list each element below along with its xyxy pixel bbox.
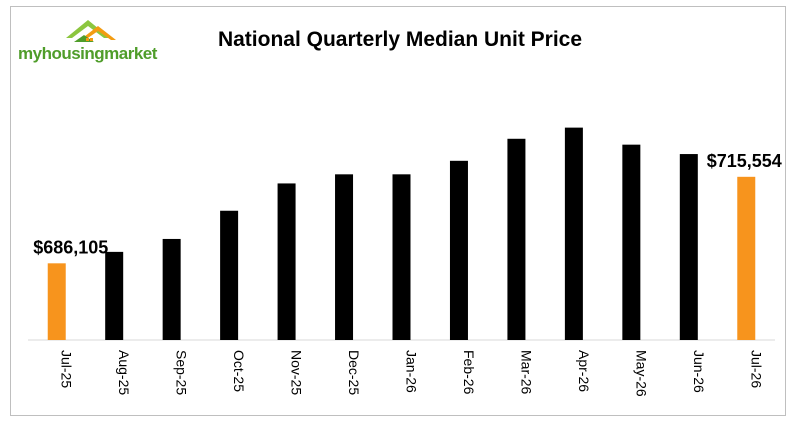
x-tick-label: Jan-26 bbox=[404, 350, 420, 393]
bar-jan-26 bbox=[392, 174, 411, 340]
data-label: $686,105 bbox=[33, 237, 108, 257]
bar-aug-25 bbox=[105, 251, 124, 340]
data-label: $715,554 bbox=[707, 151, 782, 171]
bar-oct-25 bbox=[220, 210, 239, 340]
x-tick-label: Jul-26 bbox=[748, 350, 764, 388]
bar-nov-25 bbox=[277, 183, 296, 340]
bar-may-26 bbox=[622, 144, 641, 340]
bar-dec-25 bbox=[335, 174, 354, 340]
x-tick-label: May-26 bbox=[633, 350, 649, 397]
bar-mar-26 bbox=[507, 138, 526, 340]
bar-jul-25 bbox=[47, 263, 66, 340]
logo-wordmark: myhousingmarket bbox=[18, 44, 157, 63]
x-tick-label: Dec-25 bbox=[346, 350, 362, 395]
x-tick-label: Jul-25 bbox=[59, 350, 75, 388]
bar-feb-26 bbox=[449, 160, 468, 340]
x-tick-label: Oct-25 bbox=[231, 350, 247, 392]
bar-apr-26 bbox=[564, 127, 583, 341]
bar-sep-25 bbox=[162, 238, 181, 340]
x-tick-label: Apr-26 bbox=[576, 350, 592, 392]
x-tick-label: Nov-25 bbox=[289, 350, 305, 395]
bar-jun-26 bbox=[679, 154, 698, 340]
x-tick-label: Sep-25 bbox=[174, 350, 190, 395]
bar-jul-26 bbox=[737, 176, 756, 340]
brand-logo: myhousingmarket bbox=[18, 14, 168, 70]
x-tick-label: Aug-25 bbox=[116, 350, 132, 395]
x-tick-label: Feb-26 bbox=[461, 350, 477, 395]
x-tick-label: Mar-26 bbox=[518, 350, 534, 395]
house-roof-icon bbox=[66, 20, 116, 42]
x-tick-label: Jun-26 bbox=[691, 350, 707, 393]
chart-title: National Quarterly Median Unit Price bbox=[217, 28, 583, 51]
